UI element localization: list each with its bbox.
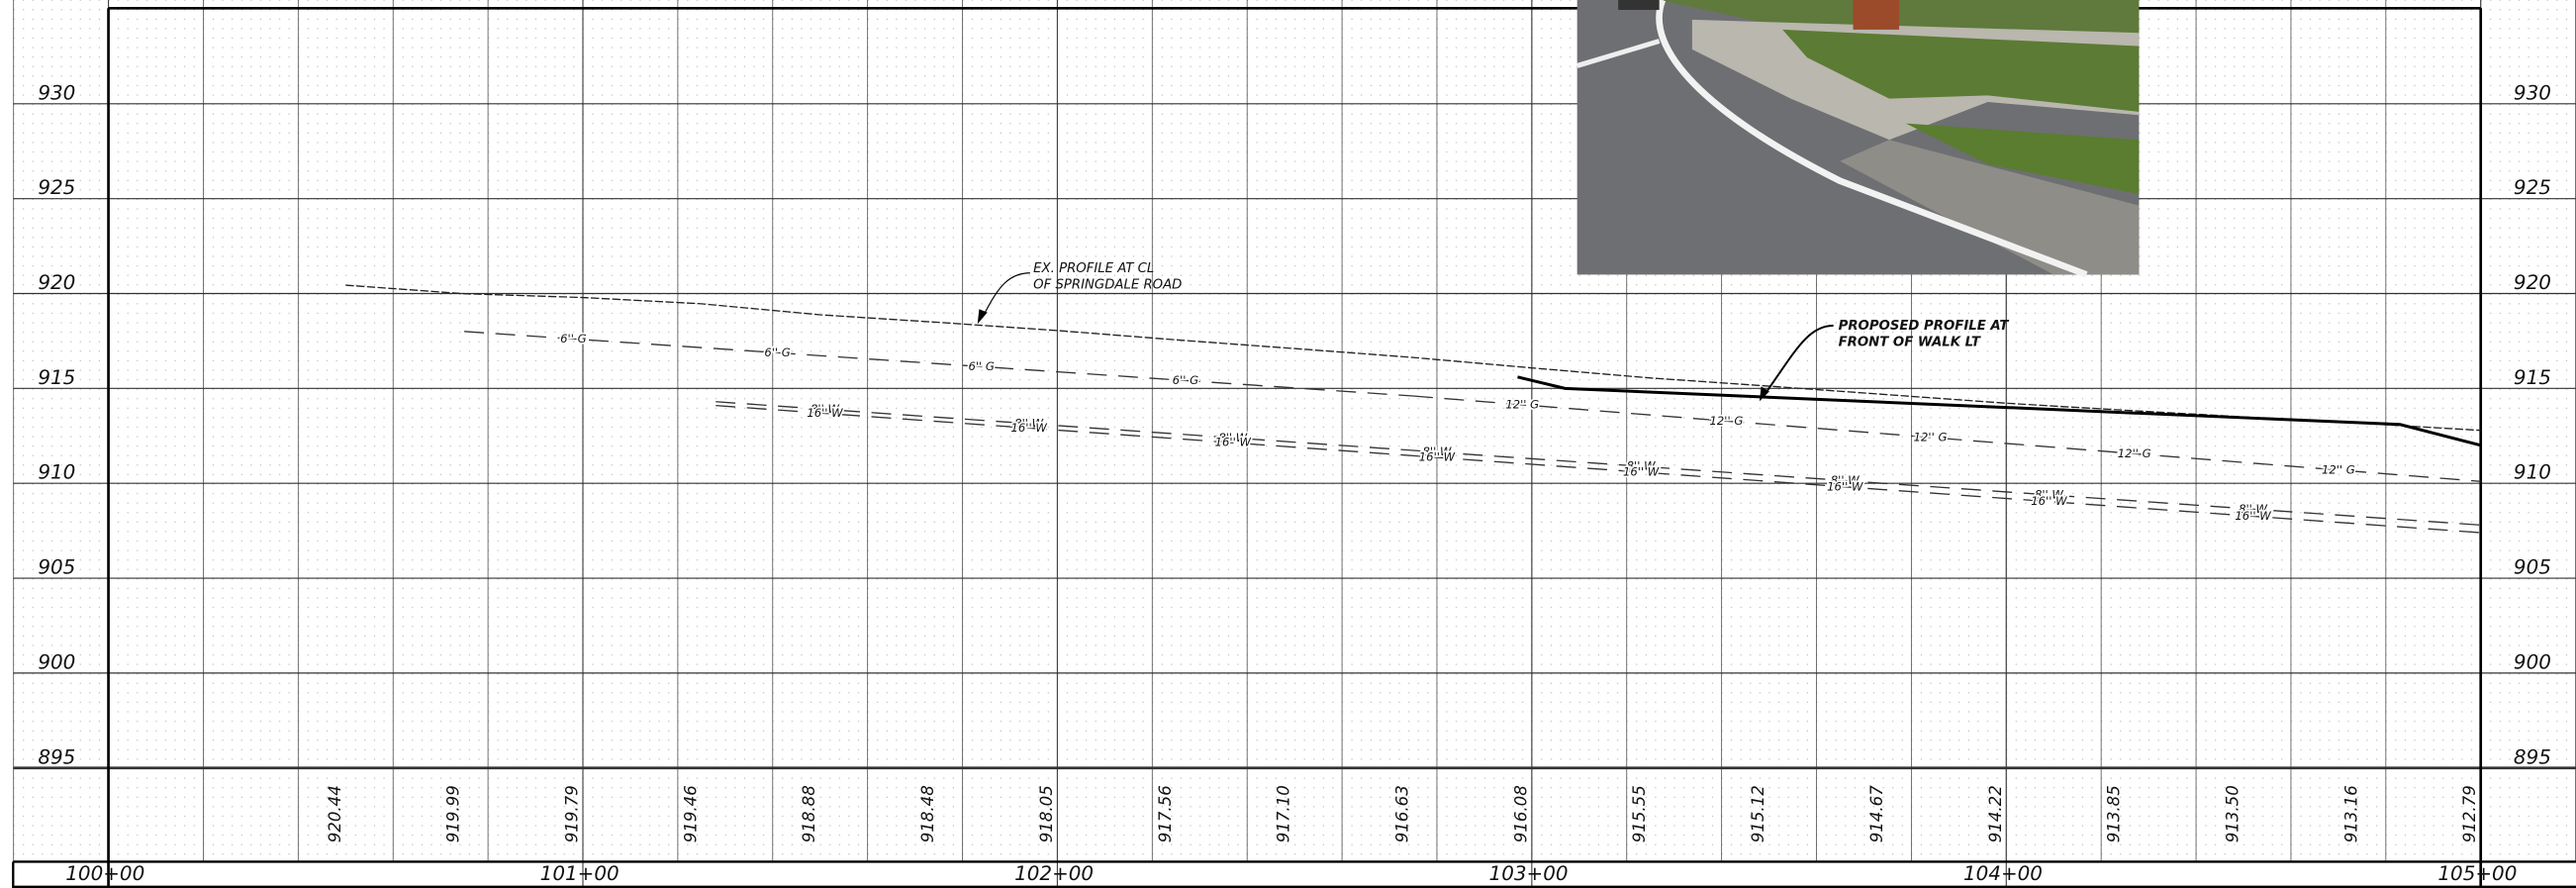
elevation-label: 918.05 bbox=[1037, 785, 1056, 842]
x-tick-label: 102+00 bbox=[1014, 862, 1094, 885]
y-tick-label: 900 bbox=[2514, 650, 2551, 673]
pipe-label: 16'' W bbox=[1215, 436, 1252, 449]
pipe-label: 12'' G bbox=[1914, 430, 1948, 444]
leader bbox=[1764, 324, 1834, 396]
elevation-label: 919.99 bbox=[444, 785, 463, 842]
annotation-proposed: PROPOSED PROFILE AT FRONT OF WALK LT bbox=[1759, 319, 2010, 402]
y-tick-label: 930 bbox=[2514, 81, 2551, 104]
pipe-label: 16'' W bbox=[1623, 464, 1660, 478]
pipe-label: 6'' G bbox=[560, 332, 586, 345]
photo-car bbox=[1618, 0, 1660, 10]
y-tick-label: 915 bbox=[2514, 366, 2551, 389]
elevation-label: 918.48 bbox=[918, 785, 937, 842]
pipe-label: 16'' W bbox=[1419, 450, 1456, 464]
fine-grid bbox=[13, 0, 2576, 862]
elevation-label: 915.12 bbox=[1749, 785, 1767, 842]
y-tick-label: 905 bbox=[2514, 556, 2551, 579]
pipe-label: 8'' W bbox=[2239, 502, 2267, 516]
y-tick-label: 895 bbox=[2514, 745, 2551, 768]
x-tick-label: 101+00 bbox=[540, 862, 620, 885]
y-tick-label: 895 bbox=[38, 745, 75, 768]
plot: 6'' G 6'' G 6'' G 6'' G 12'' G 12'' G 12'' G 12… bbox=[345, 284, 2482, 534]
pipe-label: 8'' W bbox=[2035, 487, 2063, 501]
arrowhead bbox=[977, 309, 988, 325]
pipe-label: 8'' W bbox=[1831, 473, 1860, 487]
pipe-label: 16'' W bbox=[807, 406, 843, 420]
y-tick-label: 915 bbox=[38, 366, 75, 389]
elevation-label: 919.79 bbox=[563, 785, 582, 842]
photo-curb bbox=[1840, 140, 2140, 275]
pipe-label: 6'' G bbox=[764, 345, 790, 359]
elevation-label: 914.67 bbox=[1867, 785, 1886, 843]
elevation-label: 920.44 bbox=[326, 785, 344, 842]
elevation-label: 913.50 bbox=[2224, 785, 2242, 842]
y-tick-label: 905 bbox=[38, 556, 75, 579]
elevation-label: 917.10 bbox=[1275, 785, 1293, 842]
y-tick-label: 920 bbox=[2514, 271, 2551, 294]
y-tick-label: 910 bbox=[38, 461, 75, 484]
annotation-existing: EX. PROFILE AT CL OF SPRINGDALE ROAD bbox=[977, 261, 1182, 325]
elevation-label: 914.22 bbox=[1986, 785, 2005, 842]
pipe-label: 8'' W bbox=[1014, 416, 1043, 430]
pipe-label: 16'' W bbox=[2235, 509, 2271, 523]
elevation-label: 916.63 bbox=[1393, 785, 1412, 842]
photo-stopline bbox=[1575, 39, 1661, 68]
pipe-label: 12'' G bbox=[1710, 414, 1744, 428]
pipe-label: 16'' W bbox=[2031, 494, 2067, 508]
profile-line bbox=[716, 401, 2481, 527]
elevation-label: 918.88 bbox=[800, 785, 818, 842]
x-tick-label: 100+00 bbox=[65, 862, 144, 885]
photo-lawn bbox=[1905, 123, 2140, 195]
pipe-label: 12'' G bbox=[2118, 446, 2151, 460]
pipe-label: 16'' W bbox=[1011, 421, 1048, 435]
pipe-label: 6'' G bbox=[968, 359, 994, 373]
leader bbox=[982, 272, 1030, 318]
y-tick-label: 900 bbox=[38, 650, 75, 673]
y-tick-label: 920 bbox=[38, 271, 75, 294]
photo-lawn bbox=[1782, 29, 2140, 112]
annotation-text: EX. PROFILE AT CL bbox=[1033, 261, 1154, 276]
elevation-label: 915.55 bbox=[1630, 785, 1649, 842]
arrowhead bbox=[1759, 386, 1769, 402]
profile-line bbox=[1517, 375, 2482, 447]
pipe-label: 12'' G bbox=[1505, 397, 1539, 411]
grid bbox=[13, 0, 2576, 888]
y-tick-label: 925 bbox=[38, 176, 75, 199]
pipe-label: 12'' G bbox=[2322, 462, 2355, 476]
pipe-label: 8'' W bbox=[1627, 459, 1656, 473]
elevation-label: 919.46 bbox=[681, 785, 700, 842]
y-tick-label: 910 bbox=[2514, 461, 2551, 484]
annotation-text: PROPOSED PROFILE AT bbox=[1839, 319, 2010, 334]
y-tick-label: 925 bbox=[2514, 176, 2551, 199]
elevation-label: 912.79 bbox=[2460, 785, 2479, 842]
elevation-label: 913.85 bbox=[2105, 785, 2124, 842]
elevation-label: 913.16 bbox=[2341, 785, 2360, 842]
site-photo bbox=[1575, 0, 2140, 278]
pipe-label: 8'' W bbox=[1422, 444, 1451, 458]
annotation-text: OF SPRINGDALE ROAD bbox=[1033, 277, 1182, 292]
profile-line bbox=[716, 404, 2481, 534]
profile-line bbox=[345, 284, 2481, 432]
photo-lane-line bbox=[1656, 0, 2088, 278]
elevation-label: 917.56 bbox=[1156, 785, 1175, 842]
x-tick-label: 103+00 bbox=[1489, 862, 1569, 885]
x-tick-label: 104+00 bbox=[1963, 862, 2043, 885]
photo-sign bbox=[1853, 0, 1900, 30]
elevation-label: 916.08 bbox=[1511, 785, 1530, 842]
x-tick-label: 105+00 bbox=[2437, 862, 2517, 885]
profile-line bbox=[1412, 395, 2481, 482]
profile-line bbox=[464, 331, 1414, 397]
annotation-text: FRONT OF WALK LT bbox=[1839, 336, 1981, 350]
pipe-label: 16'' W bbox=[1827, 479, 1863, 493]
pipe-label: 6'' G bbox=[1173, 373, 1198, 387]
y-tick-label: 930 bbox=[38, 81, 75, 104]
